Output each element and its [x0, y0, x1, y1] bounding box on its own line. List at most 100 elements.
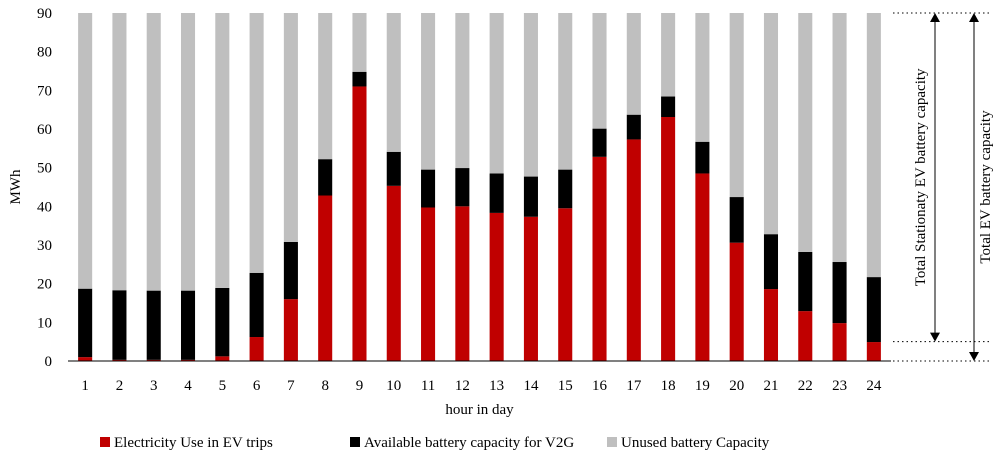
- x-tick-label: 12: [455, 378, 470, 394]
- bar-segment: [592, 13, 607, 129]
- bar-segment: [215, 356, 230, 361]
- bar-segment: [832, 262, 847, 324]
- legend-swatch: [607, 437, 617, 447]
- bar-segment: [866, 277, 881, 343]
- y-tick-label: 30: [37, 238, 52, 254]
- x-tick-label: 7: [287, 378, 295, 394]
- x-tick-label: 6: [253, 378, 261, 394]
- bar-segment: [592, 156, 607, 361]
- y-tick-label: 80: [37, 45, 52, 61]
- bar-segment: [146, 290, 161, 360]
- legend-swatch: [350, 437, 360, 447]
- bar-segment: [832, 13, 847, 263]
- bar-segment: [626, 13, 641, 115]
- x-axis-ticks: 1 2 3 4 5 6 7 8 9 10 11 12 13 14 15 16 17 18 19 20 21 22 23 24: [81, 378, 881, 394]
- bar-segment: [661, 13, 676, 97]
- x-tick-label: 15: [558, 378, 573, 394]
- x-tick-label: 14: [523, 378, 539, 394]
- legend-label: Unused battery Capacity: [621, 435, 770, 451]
- bar-segment: [626, 114, 641, 140]
- y-tick-label: 40: [37, 199, 52, 215]
- x-tick-label: 9: [356, 378, 364, 394]
- x-tick-label: 2: [116, 378, 124, 394]
- y-tick-label: 10: [37, 315, 52, 331]
- y-tick-label: 70: [37, 83, 52, 99]
- x-tick-label: 22: [798, 378, 813, 394]
- bar-segment: [386, 185, 401, 361]
- bar-segment: [455, 13, 470, 169]
- x-tick-label: 19: [695, 378, 710, 394]
- bar-segment: [558, 208, 573, 361]
- legend-label: Available battery capacity for V2G: [364, 435, 574, 451]
- bar-segment: [729, 13, 744, 198]
- bar-segment: [283, 241, 298, 300]
- bar-segment: [523, 13, 538, 177]
- y-axis-ticks: 0 10 20 30 40 50 60 70 80 90: [37, 6, 52, 370]
- bar-segment: [558, 13, 573, 170]
- bar-segment: [318, 195, 333, 361]
- bar-segment: [386, 13, 401, 152]
- bar-segment: [421, 207, 436, 361]
- stationary-capacity-arrow-head-down: [930, 332, 940, 342]
- bar-segment: [215, 13, 230, 288]
- bar-segment: [283, 299, 298, 361]
- bar-segment: [78, 13, 93, 289]
- bar-segment: [112, 359, 127, 361]
- bar-segment: [729, 242, 744, 361]
- bar-segment: [180, 359, 196, 361]
- bar-segment: [318, 159, 333, 196]
- x-tick-label: 20: [729, 378, 744, 394]
- x-tick-label: 4: [184, 378, 192, 394]
- bar-segment: [421, 169, 436, 208]
- bar-segment: [523, 176, 538, 217]
- total-capacity-arrow-head-up: [969, 13, 979, 22]
- bar-segment: [489, 173, 504, 213]
- bar-segment: [695, 173, 710, 361]
- y-tick-label: 0: [45, 354, 53, 370]
- total-capacity-arrow-head-down: [969, 352, 979, 361]
- y-tick-label: 60: [37, 122, 52, 138]
- bar-segment: [763, 289, 779, 361]
- bar-segment: [249, 337, 264, 361]
- x-tick-label: 11: [421, 378, 435, 394]
- legend-swatch: [100, 437, 110, 447]
- bar-segment: [78, 288, 93, 358]
- x-tick-label: 17: [626, 378, 642, 394]
- x-tick-label: 1: [81, 378, 89, 394]
- bar-segment: [249, 13, 264, 273]
- bar-segment: [78, 357, 93, 361]
- stationary-capacity-label: Total Stationaty EV battery capacity: [913, 68, 929, 286]
- x-tick-label: 8: [321, 378, 329, 394]
- bar-segment: [352, 71, 367, 87]
- bars: [78, 13, 881, 361]
- bar-segment: [798, 13, 813, 252]
- x-tick-label: 18: [661, 378, 676, 394]
- bar-segment: [866, 13, 881, 278]
- bar-segment: [215, 287, 230, 357]
- x-tick-label: 23: [832, 378, 847, 394]
- bar-segment: [421, 13, 436, 170]
- bar-segment: [249, 272, 264, 338]
- capacity-annotations: Total Stationaty EV battery capacity Tota…: [893, 12, 994, 362]
- bar-segment: [386, 151, 401, 186]
- bar-segment: [146, 359, 161, 361]
- x-tick-label: 16: [592, 378, 608, 394]
- bar-segment: [180, 13, 196, 291]
- legend: Electricity Use in EV trips Available bat…: [100, 435, 770, 451]
- y-axis-title: MWh: [8, 169, 24, 204]
- bar-segment: [558, 169, 573, 209]
- bar-segment: [729, 197, 744, 243]
- x-tick-label: 21: [763, 378, 778, 394]
- bar-segment: [180, 290, 196, 360]
- bar-segment: [798, 311, 813, 361]
- stationary-capacity-arrow-head-up: [930, 13, 940, 22]
- bar-segment: [763, 234, 779, 290]
- bar-segment: [352, 86, 367, 361]
- bar-segment: [592, 128, 607, 157]
- bar-segment: [626, 139, 641, 361]
- x-tick-label: 24: [866, 378, 882, 394]
- bar-segment: [695, 141, 710, 174]
- y-tick-label: 20: [37, 277, 52, 293]
- bar-segment: [763, 13, 779, 235]
- bar-segment: [695, 13, 710, 142]
